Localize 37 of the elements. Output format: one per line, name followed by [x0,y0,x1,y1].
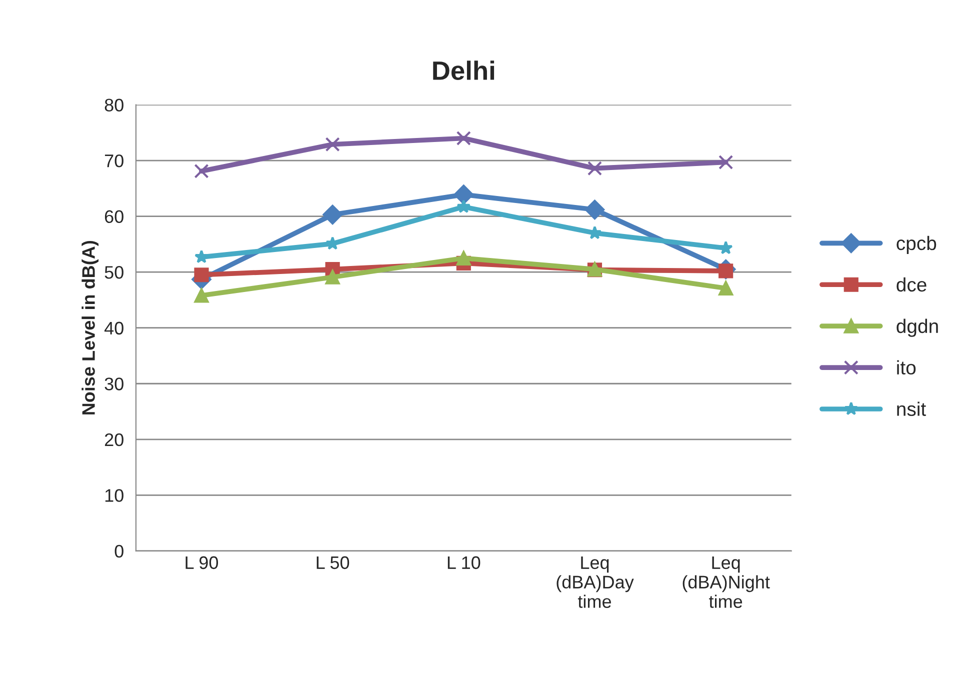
y-tick-label: 60 [104,210,124,224]
point [194,268,209,282]
legend-label: nsit [897,402,926,416]
y-tick-label: 70 [104,154,124,168]
x-tick-label: L 90 [186,556,218,570]
y-tick-label: 0 [114,544,124,558]
point [322,204,342,225]
x-tick-label: L 10 [448,556,480,570]
y-tick-label: 10 [105,489,124,502]
legend-label: cpcb [896,236,936,254]
y-tick-label: 80 [104,98,124,112]
y-tick-label: 20 [104,433,124,446]
point [194,164,209,178]
y-tick-label: 50 [104,266,124,279]
point [194,288,209,303]
point [325,270,340,284]
x-tick-label: L 50 [316,556,350,570]
point [454,184,474,204]
y-axis-title: Noise Level in dB(A) [82,240,98,414]
point [456,130,471,146]
y-tick-label: 40 [104,322,124,335]
chart-title: Delhi [433,60,494,80]
point [456,250,471,266]
legend-label: dgdn [896,318,938,337]
point [325,137,340,152]
legend-label: dce [896,277,926,292]
point [194,250,208,264]
point [584,200,605,220]
x-tick-label: Leq (dBA)Night time [682,556,770,608]
point [718,240,733,254]
legend-label: ito [897,360,916,375]
point [718,154,734,170]
point [587,161,602,176]
y-tick-label: 30 [104,378,124,390]
point [456,200,471,213]
x-tick-label: Leq (dBA)Day time [556,556,634,608]
point [718,280,734,296]
